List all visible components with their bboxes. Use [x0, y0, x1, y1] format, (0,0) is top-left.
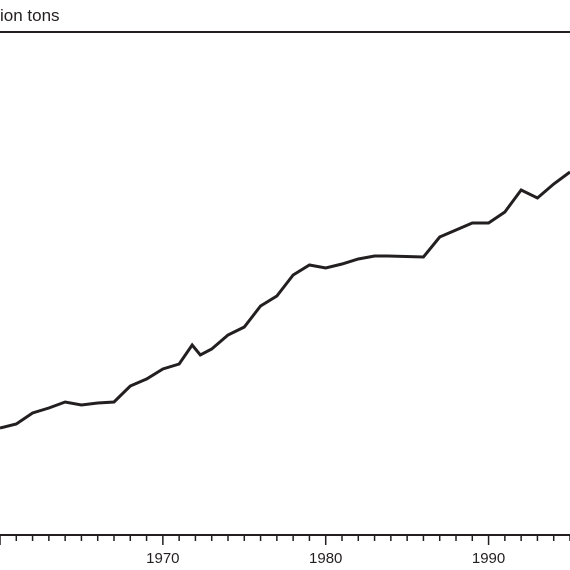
unit-label: ion tons	[0, 6, 60, 25]
x-tick-label: 1980	[309, 550, 342, 567]
x-axis-tick-labels: 1970 1980 1990	[146, 550, 505, 567]
series-line-0	[0, 170, 570, 430]
x-axis-ticks	[0, 535, 570, 545]
series-layer	[0, 170, 570, 430]
x-tick-label: 1970	[146, 550, 179, 567]
x-tick-label: 1990	[472, 550, 505, 567]
